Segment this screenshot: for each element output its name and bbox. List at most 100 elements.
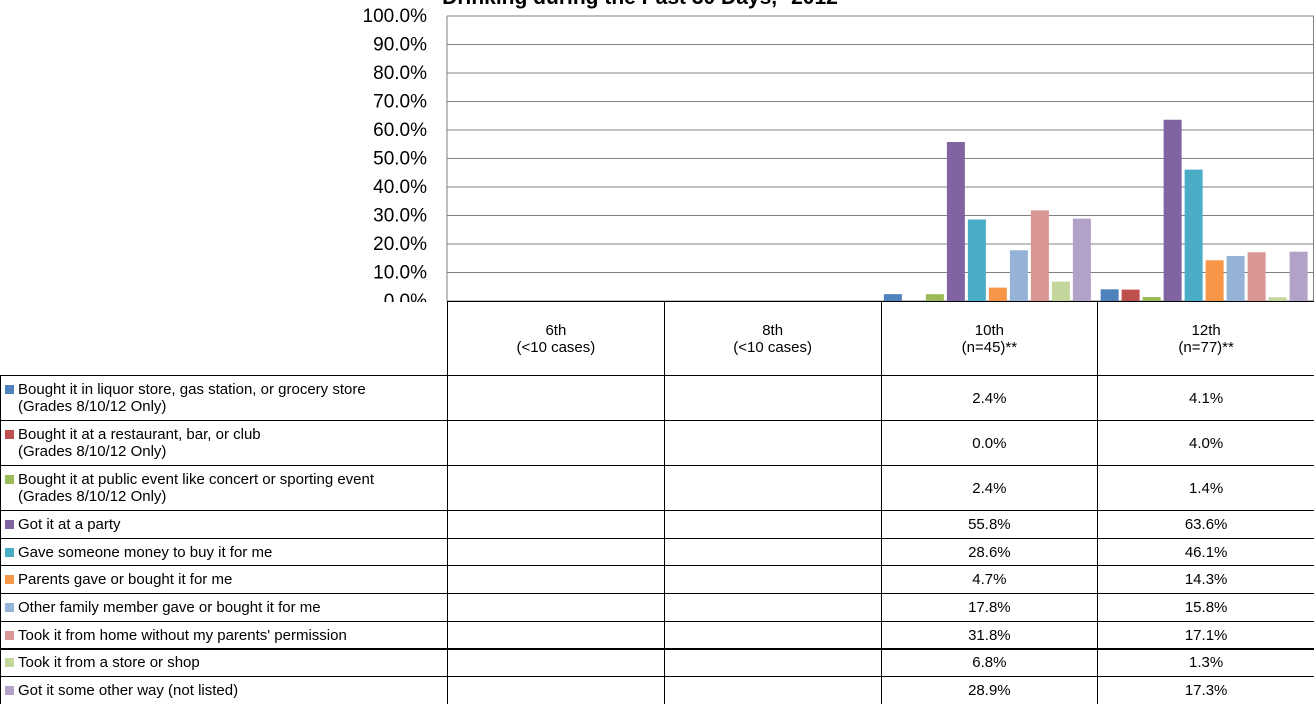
legend-label: Bought it at a restaurant, bar, or club …	[18, 426, 261, 460]
y-tick-label: 30.0%	[373, 206, 427, 227]
x-tick-label: 10th (n=45)**	[880, 301, 1099, 376]
bar	[1226, 255, 1245, 301]
legend-entry: Got it at a party	[0, 510, 448, 539]
table-cell: 4.0%	[1097, 420, 1314, 466]
legend-swatch	[5, 575, 14, 585]
legend-entry: Gave someone money to buy it for me	[0, 537, 448, 567]
table-cell	[447, 510, 665, 539]
bar	[1247, 252, 1266, 301]
table-cell: 17.3%	[1097, 676, 1314, 704]
table-cell	[447, 593, 665, 622]
table-cell	[447, 676, 665, 704]
legend-entry: Bought it at a restaurant, bar, or club …	[0, 420, 448, 466]
x-tick-label: 8th (<10 cases)	[663, 301, 882, 376]
table-cell	[663, 510, 882, 539]
table-cell	[447, 537, 665, 567]
table-cell: 17.8%	[880, 593, 1099, 622]
value-label: 4.1%	[1189, 389, 1224, 407]
table-cell: 2.4%	[880, 465, 1099, 511]
value-label: 63.6%	[1184, 515, 1228, 533]
y-tick-label: 70.0%	[373, 92, 427, 113]
value-label: 17.3%	[1184, 682, 1228, 700]
value-label: 4.0%	[1189, 434, 1224, 452]
table-cell: 28.6%	[880, 537, 1099, 567]
legend-label: Bought it at public event like concert o…	[18, 471, 375, 505]
legend-swatch	[5, 658, 14, 668]
bar	[883, 294, 902, 301]
value-label: 17.1%	[1184, 626, 1228, 644]
bar	[1009, 250, 1028, 301]
value-label: 1.4%	[1189, 479, 1224, 497]
legend-swatch	[5, 686, 14, 696]
value-label: 28.6%	[968, 543, 1011, 561]
y-tick-label: 100.0%	[363, 6, 428, 27]
bar	[925, 294, 944, 301]
value-label: 31.8%	[968, 626, 1011, 644]
table-cell	[447, 648, 665, 678]
table-cell	[447, 565, 665, 595]
legend-entry: Took it from home without my parents' pe…	[0, 620, 448, 650]
y-tick-label: 40.0%	[373, 177, 427, 198]
table-cell: 6.8%	[880, 648, 1099, 678]
value-label: 1.3%	[1189, 654, 1224, 672]
table-cell	[663, 420, 882, 466]
table-cell: 46.1%	[1097, 537, 1314, 567]
table-cell: 55.8%	[880, 510, 1099, 539]
bar	[1072, 218, 1091, 301]
chart-title: Drinking during the Past 30 Days,* 2012	[442, 0, 838, 9]
value-label: 55.8%	[968, 515, 1011, 533]
table-cell	[447, 420, 665, 466]
table-cell: 4.7%	[880, 565, 1099, 595]
table-cell	[663, 537, 882, 567]
legend-swatch	[5, 475, 14, 484]
legend-swatch	[5, 430, 14, 439]
value-label: 6.8%	[972, 654, 1007, 672]
value-label: 46.1%	[1184, 543, 1228, 561]
table-cell: 2.4%	[880, 375, 1099, 421]
y-tick-label: 10.0%	[373, 263, 427, 284]
x-tick-label: 6th (<10 cases)	[447, 301, 665, 376]
table-cell: 1.3%	[1097, 648, 1314, 678]
legend-label: Got it at a party	[18, 515, 121, 533]
value-label: 28.9%	[968, 682, 1011, 700]
table-cell: 17.1%	[1097, 620, 1314, 650]
table-cell: 28.9%	[880, 676, 1099, 704]
bar	[1184, 169, 1203, 301]
legend-entry: Took it from a store or shop	[0, 648, 448, 678]
legend-swatch	[5, 519, 14, 529]
table-cell	[447, 375, 665, 421]
bar	[988, 287, 1007, 301]
value-label: 2.4%	[972, 479, 1007, 497]
legend-entry: Bought it in liquor store, gas station, …	[0, 375, 448, 421]
chart: Drinking during the Past 30 Days,* 2012 …	[363, 0, 1314, 302]
legend-swatch	[5, 547, 14, 557]
table-cell	[663, 648, 882, 678]
legend-entry: Bought it at public event like concert o…	[0, 465, 448, 511]
bar	[946, 141, 965, 301]
legend-label: Bought it in liquor store, gas station, …	[18, 381, 366, 415]
legend-swatch	[5, 385, 14, 394]
table-cell	[663, 375, 882, 421]
table-cell: 0.0%	[880, 420, 1099, 466]
table-cell: 14.3%	[1097, 565, 1314, 595]
legend-label: Parents gave or bought it for me	[18, 571, 233, 589]
table-cell	[447, 620, 665, 650]
bar	[1205, 260, 1224, 301]
table-cell	[663, 676, 882, 704]
bar	[1051, 281, 1070, 301]
x-tick-label: 12th (n=77)**	[1097, 301, 1314, 376]
legend-label: Got it some other way (not listed)	[18, 682, 239, 700]
table-cell: 4.1%	[1097, 375, 1314, 421]
table-cell: 63.6%	[1097, 510, 1314, 539]
y-tick-label: 60.0%	[373, 120, 427, 141]
y-tick-label: 0.0%	[384, 291, 427, 302]
bar	[1121, 289, 1140, 301]
table-cell: 1.4%	[1097, 465, 1314, 511]
legend-entry: Other family member gave or bought it fo…	[0, 593, 448, 622]
legend-entry: Parents gave or bought it for me	[0, 565, 448, 595]
value-label: 17.8%	[968, 598, 1011, 616]
table-cell: 15.8%	[1097, 593, 1314, 622]
legend-label: Took it from a store or shop	[18, 654, 200, 672]
value-label: 15.8%	[1184, 598, 1228, 616]
value-label: 4.7%	[972, 571, 1007, 589]
